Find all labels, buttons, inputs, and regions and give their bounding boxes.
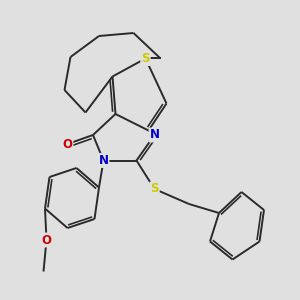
Text: O: O (41, 233, 52, 247)
Text: N: N (98, 154, 109, 167)
Text: O: O (62, 137, 73, 151)
Text: S: S (141, 52, 150, 65)
Text: N: N (149, 128, 160, 142)
Text: S: S (150, 182, 159, 196)
